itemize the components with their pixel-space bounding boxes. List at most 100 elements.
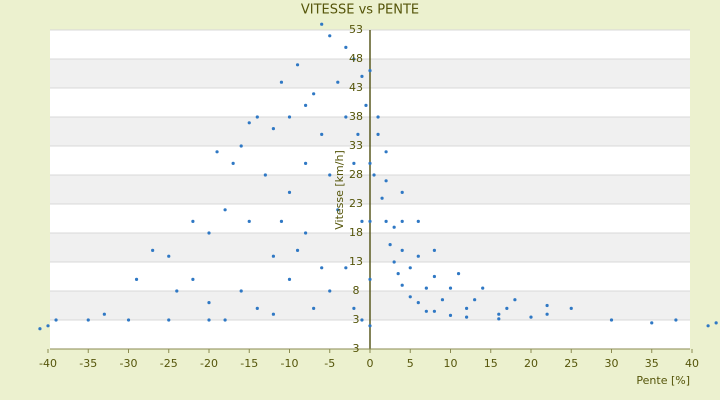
point (368, 277, 372, 281)
point (416, 219, 420, 223)
point (368, 69, 372, 73)
point (175, 289, 179, 293)
y-tick-label: 18 (349, 226, 363, 239)
point (505, 306, 509, 310)
point (328, 34, 332, 38)
point (255, 306, 259, 310)
point (102, 312, 106, 316)
point (376, 132, 380, 136)
point (384, 150, 388, 154)
point (609, 318, 614, 322)
point (416, 254, 420, 258)
x-tick-label: -35 (79, 357, 97, 370)
point (360, 219, 364, 223)
point (271, 312, 275, 316)
point (287, 277, 292, 281)
x-tick-label: -40 (39, 357, 57, 370)
point (207, 318, 211, 322)
point (126, 318, 131, 322)
point (529, 315, 533, 319)
x-tick-label: -10 (281, 357, 299, 370)
point (380, 196, 384, 200)
point (231, 161, 235, 165)
point (207, 301, 211, 305)
point (545, 303, 549, 308)
point (376, 115, 380, 119)
chart-title: VITESSE vs PENTE (301, 3, 419, 18)
point (38, 327, 42, 331)
point (456, 272, 461, 276)
point (247, 121, 251, 125)
point (320, 132, 324, 136)
point (255, 115, 259, 119)
point (408, 295, 412, 299)
x-tick-label: 0 (367, 357, 374, 370)
point (569, 306, 573, 310)
point (465, 306, 469, 310)
point (440, 298, 445, 302)
y-tick-label: 33 (349, 139, 363, 152)
y-tick-label: 38 (349, 110, 363, 123)
y-tick-label: 48 (349, 52, 363, 65)
point (388, 243, 392, 247)
point (134, 277, 139, 281)
point (384, 219, 388, 223)
y-tick-label: 3 (353, 313, 360, 326)
point (513, 298, 517, 302)
point (344, 45, 348, 50)
point (473, 298, 477, 302)
point (223, 208, 227, 212)
y-tick-label: 43 (349, 81, 363, 94)
point (352, 161, 356, 165)
y-tick-label: 8 (353, 284, 360, 297)
point (400, 219, 404, 223)
point (167, 254, 171, 258)
point (167, 318, 171, 322)
point (304, 231, 308, 235)
x-tick-label: -30 (120, 357, 138, 370)
point (295, 248, 300, 252)
y-tick-label: 28 (349, 168, 363, 181)
y-tick-label: 3 (353, 342, 360, 355)
point (271, 127, 275, 131)
point (396, 272, 400, 276)
point (360, 318, 364, 322)
point (392, 225, 396, 229)
point (400, 248, 404, 252)
point (54, 318, 58, 322)
point (360, 74, 364, 78)
point (263, 173, 267, 177)
point (191, 219, 195, 223)
point (448, 313, 453, 317)
point (191, 277, 195, 281)
point (86, 318, 90, 322)
point (364, 103, 368, 107)
point (497, 317, 501, 321)
point (46, 324, 50, 328)
x-tick-label: -15 (240, 357, 258, 370)
point (481, 286, 485, 290)
x-tick-label: 40 (685, 357, 699, 370)
y-axis-label: Vitesse [km/h] (333, 150, 346, 230)
x-tick-label: 5 (407, 357, 414, 370)
point (352, 306, 356, 310)
y-tick-label: 23 (349, 197, 363, 210)
point (650, 321, 654, 325)
point (448, 286, 453, 290)
point (151, 248, 155, 252)
point (424, 286, 428, 290)
x-axis-label: Pente [%] (636, 374, 690, 387)
point (408, 266, 412, 270)
point (372, 173, 376, 177)
x-tick-label: 35 (645, 357, 659, 370)
point (674, 318, 678, 322)
x-tick-label: 25 (564, 357, 578, 370)
point (465, 315, 469, 319)
point (279, 80, 284, 84)
point (223, 318, 227, 322)
point (320, 22, 324, 26)
point (392, 260, 396, 264)
point (239, 144, 243, 148)
point (714, 321, 718, 325)
y-tick-label: 13 (349, 255, 363, 268)
